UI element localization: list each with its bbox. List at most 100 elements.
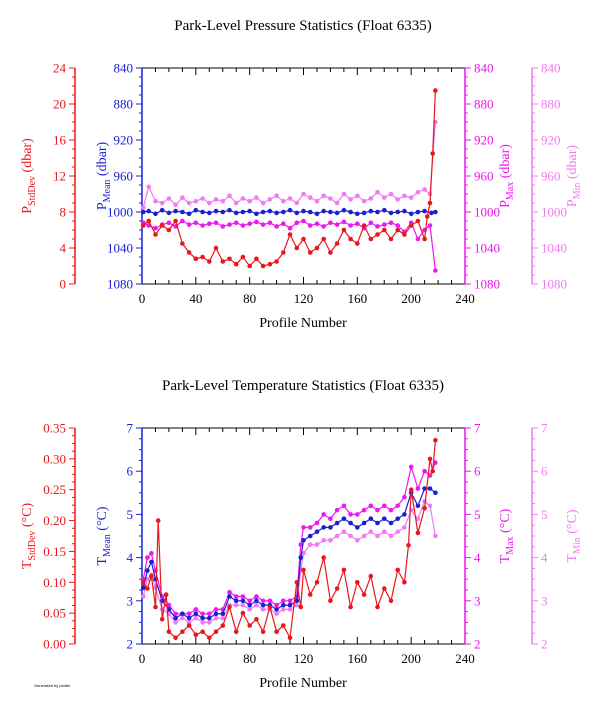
- min-point: [355, 193, 360, 199]
- stddev-point: [321, 555, 327, 560]
- stddev-point: [146, 218, 151, 224]
- mean-point: [388, 520, 394, 526]
- min-tick-label: 1040: [541, 241, 567, 256]
- min-point: [220, 198, 226, 204]
- max-point: [260, 222, 266, 227]
- stddev-point: [361, 592, 367, 597]
- max-point: [301, 525, 306, 530]
- min-point: [355, 538, 360, 543]
- min-point: [408, 195, 414, 200]
- min-point: [233, 200, 239, 206]
- mean-point: [227, 594, 232, 599]
- max-point: [382, 222, 387, 227]
- mean-point: [307, 209, 313, 215]
- axis-label-unit: (°C): [565, 509, 580, 537]
- max-point: [368, 503, 374, 509]
- max-point: [433, 460, 438, 465]
- min-point: [427, 503, 433, 509]
- max-point: [260, 598, 266, 604]
- x-tick-label: 200: [401, 651, 421, 666]
- stddev-point: [240, 254, 246, 260]
- mean-point: [166, 210, 172, 216]
- mean-point: [193, 611, 199, 617]
- max-point: [408, 464, 414, 470]
- mean-point: [149, 559, 154, 565]
- mean-point: [287, 207, 293, 213]
- stddev-point: [395, 567, 401, 573]
- stddev-point: [260, 629, 266, 634]
- mean-tick-label: 1080: [107, 277, 133, 292]
- max-point: [227, 589, 232, 595]
- min-point: [207, 200, 212, 206]
- min-point: [314, 542, 320, 547]
- stddev-point: [375, 232, 380, 237]
- max-axis-label: PMax (dbar): [498, 144, 516, 208]
- min-point: [145, 576, 150, 582]
- max-point: [361, 507, 367, 513]
- stddev-point: [395, 227, 401, 233]
- stddev-tick-label: 0.00: [43, 637, 66, 652]
- mean-point: [146, 208, 151, 214]
- stddev-point: [213, 245, 219, 251]
- stddev-point: [233, 629, 239, 634]
- max-point: [213, 220, 219, 226]
- stddev-point: [314, 245, 320, 251]
- mean-point: [260, 209, 266, 215]
- mean-point: [145, 568, 150, 573]
- max-point: [274, 224, 279, 229]
- max-point: [307, 223, 313, 228]
- min-point: [348, 197, 353, 202]
- min-point: [368, 529, 374, 534]
- max-tick-label: 1040: [474, 241, 500, 256]
- stddev-point: [294, 245, 300, 251]
- x-tick-label: 80: [243, 651, 256, 666]
- min-point: [227, 193, 232, 199]
- stddev-point: [193, 256, 199, 262]
- min-point: [240, 196, 246, 201]
- mean-point: [328, 525, 333, 530]
- mean-point: [368, 208, 374, 214]
- min-point: [433, 533, 438, 539]
- max-point: [173, 611, 178, 617]
- max-point: [341, 219, 347, 225]
- min-point: [281, 198, 286, 204]
- min-point: [281, 607, 286, 612]
- axis-label-unit: (dbar): [20, 138, 35, 176]
- stddev-point: [180, 629, 185, 634]
- min-point: [361, 198, 367, 204]
- stddev-point: [328, 250, 333, 255]
- stddev-point: [287, 232, 293, 237]
- stddev-point: [159, 223, 165, 228]
- x-tick-label: 80: [243, 291, 256, 306]
- stddev-point: [173, 635, 178, 641]
- axis-label-unit: (dbar): [95, 142, 110, 180]
- min-point: [247, 198, 252, 204]
- stddev-point: [220, 259, 226, 264]
- min-point: [141, 594, 146, 599]
- mean-point: [348, 520, 353, 526]
- min-point: [294, 602, 300, 608]
- max-point: [287, 225, 293, 231]
- stddev-tick-label: 0: [60, 277, 67, 292]
- mean-point: [388, 210, 394, 216]
- min-point: [260, 200, 266, 206]
- x-axis-label: Profile Number: [259, 316, 347, 331]
- mean-point: [173, 208, 178, 214]
- mean-point: [368, 516, 374, 521]
- min-point: [341, 191, 347, 197]
- axis-label-subscript: StdDev: [27, 531, 38, 561]
- mean-tick-label: 5: [127, 507, 134, 522]
- max-tick-label: 7: [474, 421, 481, 436]
- stddev-point: [408, 487, 414, 493]
- min-point: [321, 193, 327, 199]
- min-point: [375, 189, 380, 195]
- mean-point: [227, 207, 232, 213]
- mean-point: [328, 209, 333, 215]
- max-point: [321, 224, 327, 229]
- mean-point: [180, 209, 185, 215]
- max-point: [254, 594, 259, 599]
- min-point: [159, 200, 165, 206]
- mean-point: [200, 615, 205, 621]
- stddev-point: [422, 236, 427, 242]
- axis-label-subscript: Min: [572, 537, 583, 554]
